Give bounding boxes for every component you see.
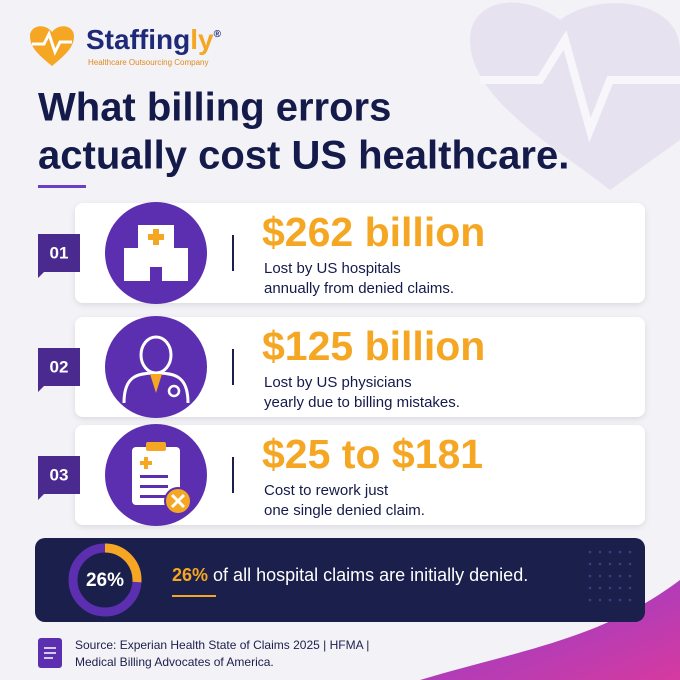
dot (608, 586, 612, 590)
dot (598, 550, 602, 554)
doc-lines (44, 647, 56, 659)
dot (618, 562, 622, 566)
card (75, 425, 645, 525)
source-line: Medical Billing Advocates of America. (75, 655, 274, 669)
divider (232, 457, 234, 493)
dot (598, 562, 602, 566)
dot (628, 598, 632, 602)
icon-part (148, 234, 164, 240)
item-amount: $125 billion (262, 323, 485, 369)
item-description: Lost by US hospitals (264, 260, 401, 277)
dot (618, 550, 622, 554)
card (75, 317, 645, 417)
icon-part (150, 374, 162, 393)
item-amount: $262 billion (262, 209, 485, 255)
icon-part (170, 493, 186, 509)
stat-banner (35, 538, 645, 622)
stat-text: 26% of all hospital claims are initially… (172, 565, 528, 585)
logo-pulse (32, 30, 72, 56)
item-amount: $25 to $181 (262, 431, 483, 477)
dot (618, 586, 622, 590)
dot-grid (588, 550, 632, 602)
icon-part (140, 475, 168, 478)
icon-part (124, 248, 138, 281)
dot (598, 574, 602, 578)
title-line: What billing errors (38, 86, 391, 130)
divider (232, 235, 234, 271)
dot (588, 574, 592, 578)
icon-part (144, 457, 148, 469)
icon-part (122, 371, 190, 404)
item-number: 02 (50, 357, 69, 376)
dot (588, 562, 592, 566)
dot (598, 598, 602, 602)
item-description: Cost to rework just (264, 482, 389, 499)
divider (232, 349, 234, 385)
title-underline (38, 185, 86, 188)
dot (628, 586, 632, 590)
number-badge (38, 234, 80, 278)
icon-part (140, 495, 168, 498)
dot (608, 562, 612, 566)
stat-underline (172, 595, 216, 597)
icon-part (146, 442, 166, 451)
bg-heart (470, 2, 680, 190)
item-description: one single denied claim. (264, 502, 425, 519)
icon-part (140, 485, 168, 488)
donut-label: 26% (86, 570, 124, 591)
dot (608, 574, 612, 578)
donut-arc (68, 543, 142, 617)
source-line: Source: Experian Health State of Claims … (75, 638, 369, 652)
icon-circle (105, 316, 207, 418)
bg-wave (420, 580, 680, 680)
dot (618, 574, 622, 578)
card (75, 203, 645, 303)
item-description: annually from denied claims. (264, 280, 454, 297)
logo-text: Staffingly® (86, 24, 222, 55)
item-description: Lost by US physicians (264, 374, 412, 391)
item-description: yearly due to billing mistakes. (264, 394, 460, 411)
dot (608, 550, 612, 554)
dot (588, 586, 592, 590)
dot (598, 586, 602, 590)
item-number: 01 (50, 243, 69, 262)
number-badge (38, 456, 80, 500)
dot (618, 598, 622, 602)
icon-part (174, 248, 188, 281)
dot (628, 562, 632, 566)
number-badge (38, 348, 80, 392)
dot (608, 598, 612, 602)
icon-part (167, 384, 181, 398)
icon-part (150, 267, 162, 281)
bg-pulse (480, 30, 680, 143)
logo-tagline: Healthcare Outsourcing Company (88, 58, 209, 67)
dot (628, 574, 632, 578)
title-line: actually cost US healthcare. (38, 134, 569, 178)
item-number: 03 (50, 465, 69, 484)
dot (588, 550, 592, 554)
dot (588, 598, 592, 602)
dot (628, 550, 632, 554)
